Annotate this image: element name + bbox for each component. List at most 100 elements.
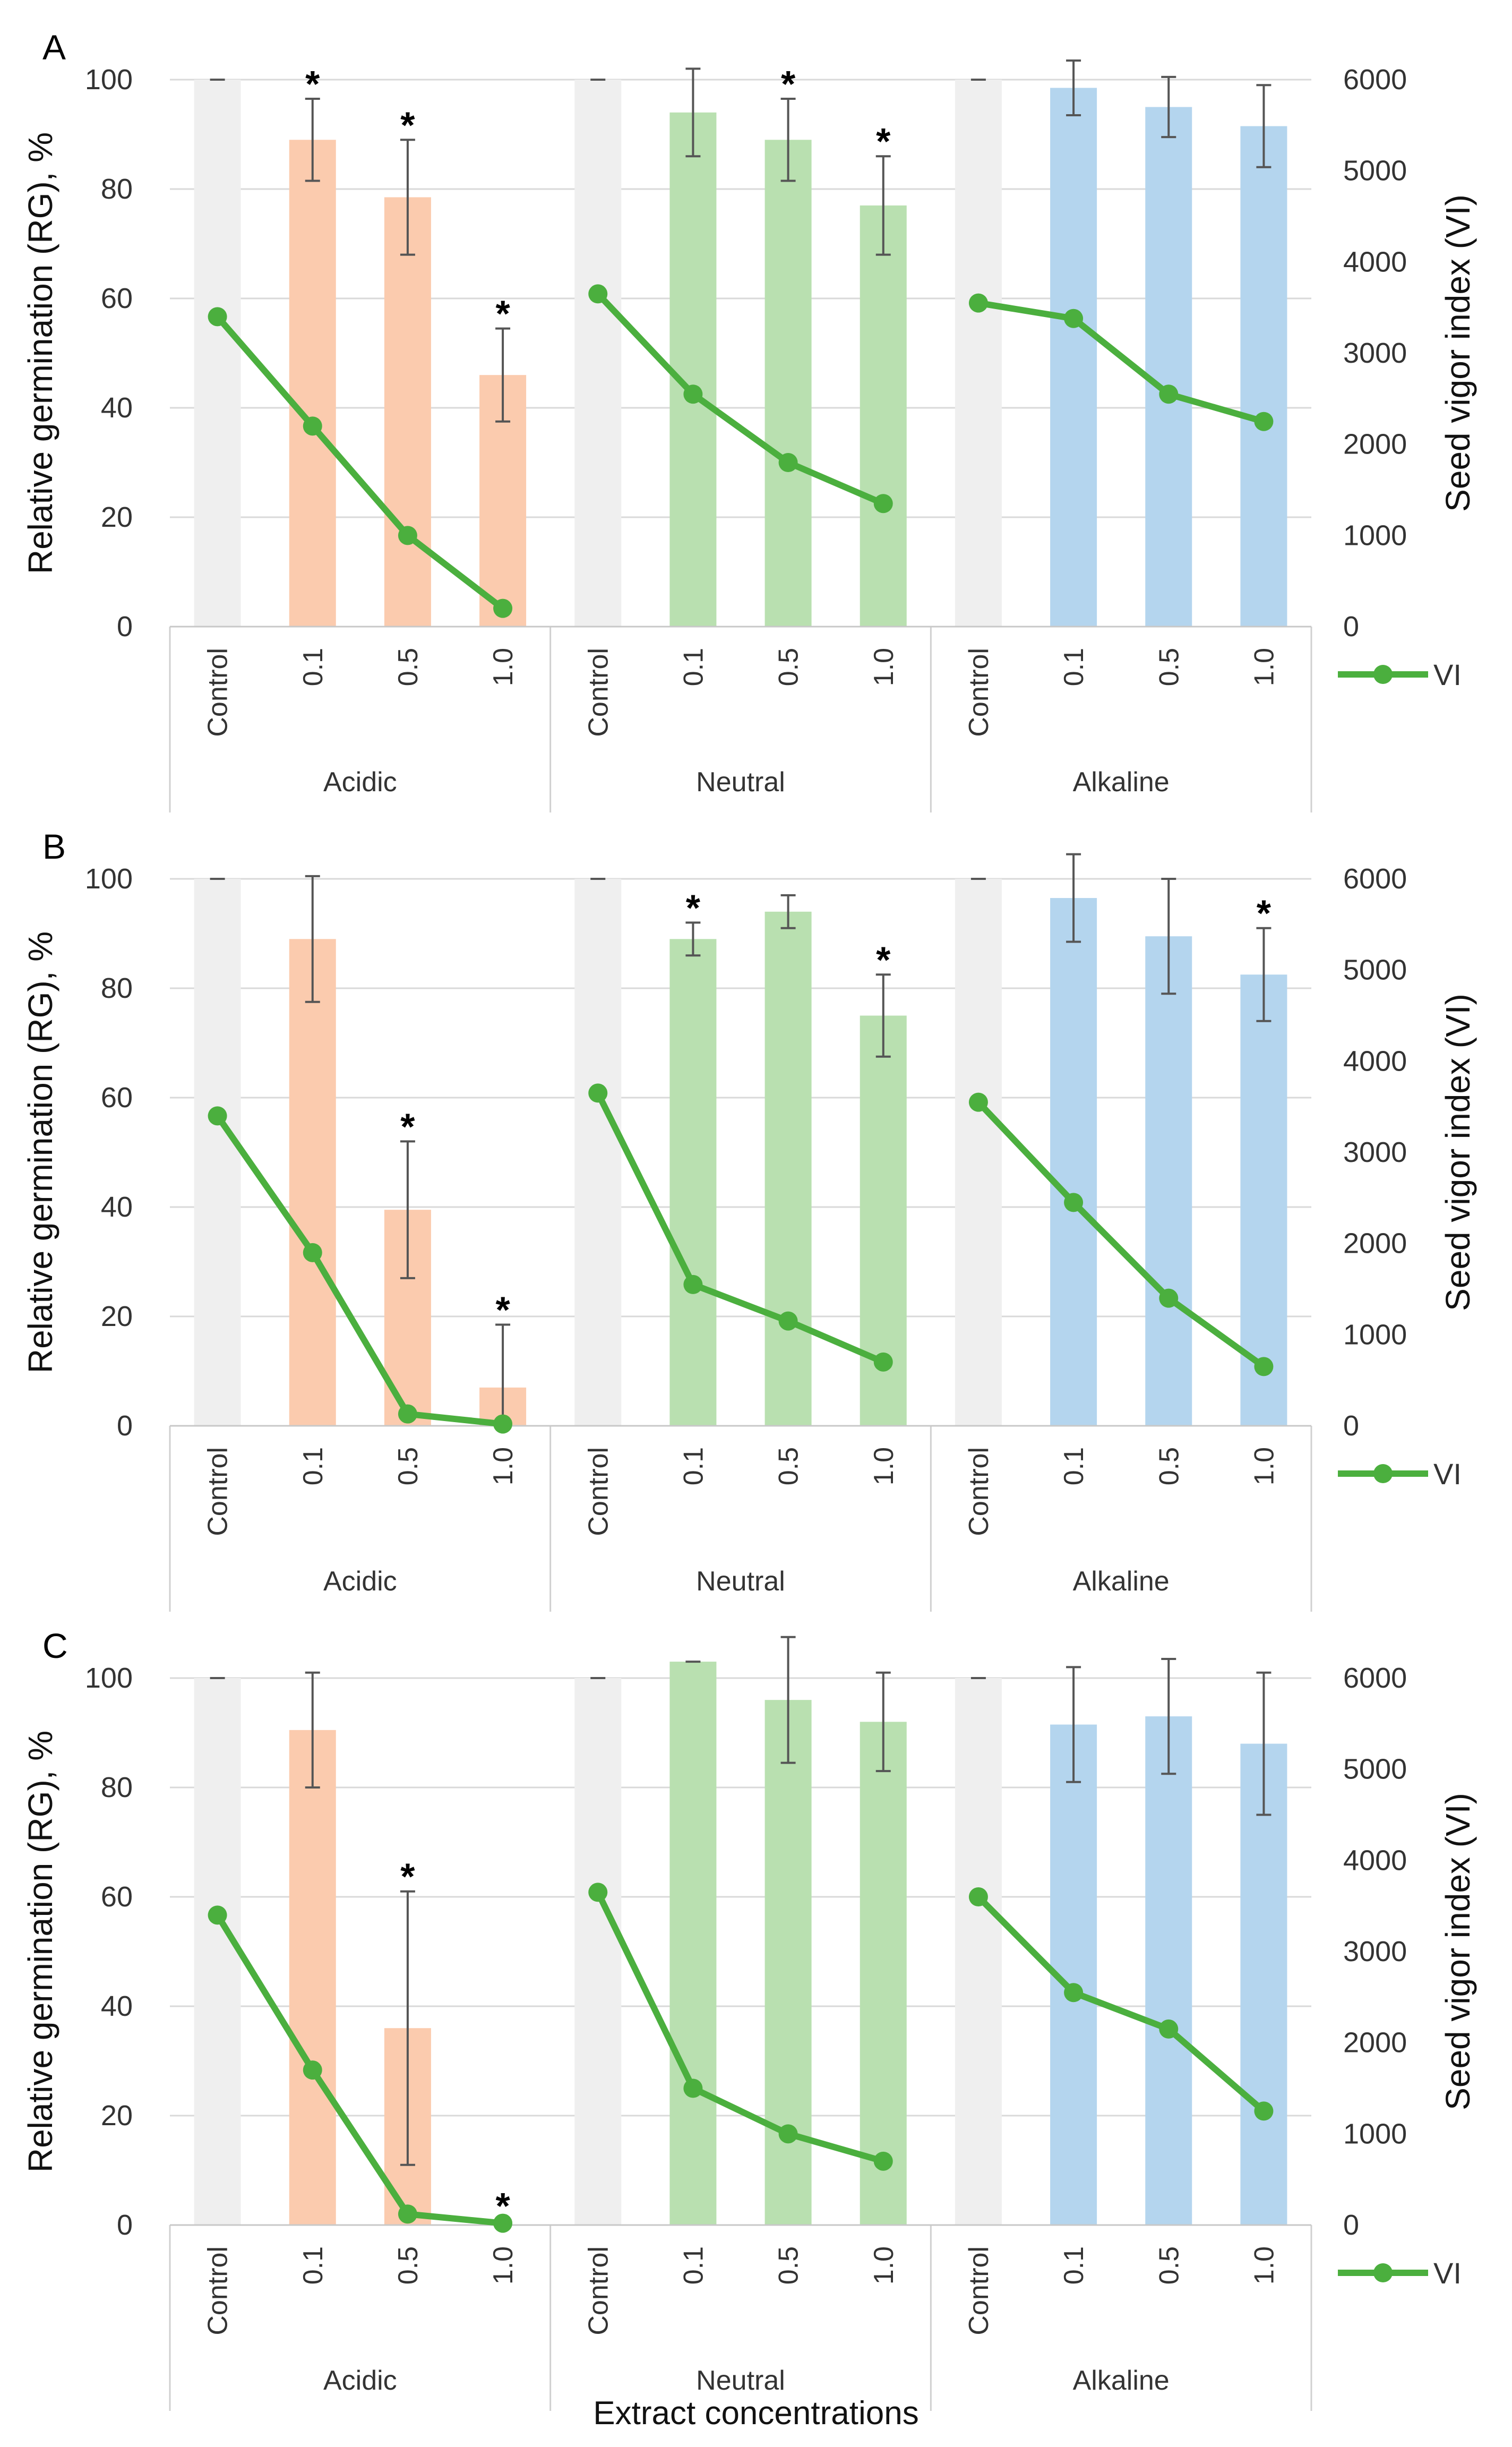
- vi-point: [398, 2204, 417, 2224]
- vi-point: [588, 284, 608, 304]
- vi-point: [873, 1352, 893, 1372]
- legend-label: VI: [1433, 2256, 1462, 2290]
- y-right-tick-label: 2000: [1343, 429, 1407, 460]
- legend-label: VI: [1433, 1457, 1462, 1491]
- category-tick-label: Control: [583, 2246, 614, 2335]
- error-bar: [1256, 927, 1272, 1022]
- y-left-tick-label: 100: [85, 64, 133, 96]
- category-tick-label: Control: [964, 2246, 994, 2335]
- bar-neutral-0-1: [669, 1662, 717, 2225]
- y-left-tick-label: 80: [101, 1772, 133, 1803]
- chart-panel-C: C0204060801000100020003000400050006000Re…: [21, 1626, 1477, 2411]
- y-right-tick-label: 5000: [1343, 155, 1407, 187]
- legend-marker: [1373, 2263, 1393, 2282]
- category-tick-label: Control: [583, 1447, 614, 1536]
- y-left-axis-title: Relative germination (RG), %: [21, 931, 59, 1373]
- error-bar: [400, 1140, 415, 1279]
- vi-point: [778, 1311, 798, 1331]
- y-right-tick-label: 1000: [1343, 519, 1407, 551]
- vi-point: [1064, 309, 1084, 328]
- vi-point: [1159, 1288, 1179, 1308]
- vi-point: [493, 598, 513, 618]
- vi-point: [968, 293, 988, 313]
- vi-point: [303, 416, 322, 436]
- y-right-axis-title: Seed vigor index (VI): [1439, 994, 1477, 1311]
- panel-label: B: [42, 827, 66, 866]
- bar-acidic-0-5: [384, 197, 431, 627]
- significance-marker: *: [400, 1856, 415, 1897]
- vi-point: [683, 2078, 703, 2098]
- category-tick-label: 0.1: [678, 648, 709, 686]
- category-tick-label: 0.5: [393, 648, 424, 686]
- vi-line-alkaline: [976, 1100, 1266, 1370]
- bar-neutral-0-5: [764, 1700, 812, 2225]
- y-right-tick-label: 0: [1343, 611, 1359, 643]
- panel-label: A: [42, 28, 66, 67]
- vi-point: [968, 1092, 988, 1112]
- significance-marker: *: [400, 1106, 415, 1147]
- group-label-neutral: Neutral: [696, 1566, 785, 1597]
- error-bar: [1161, 878, 1176, 995]
- y-left-tick-label: 60: [101, 1082, 133, 1114]
- y-right-tick-label: 0: [1343, 1410, 1359, 1442]
- error-bar: [685, 67, 701, 158]
- vi-point: [873, 494, 893, 514]
- error-bar: [1256, 1671, 1272, 1816]
- category-tick-label: 0.5: [1154, 648, 1184, 686]
- category-tick-label: 0.5: [393, 2246, 424, 2285]
- y-left-tick-label: 0: [117, 2209, 133, 2241]
- group-label-neutral: Neutral: [696, 767, 785, 798]
- error-bar: [1066, 1666, 1081, 1783]
- vi-point: [968, 1887, 988, 1906]
- significance-marker: *: [305, 63, 320, 105]
- y-left-tick-label: 100: [85, 863, 133, 895]
- y-left-tick-label: 20: [101, 501, 133, 533]
- category-tick-label: 1.0: [488, 1447, 519, 1485]
- y-left-tick-label: 60: [101, 283, 133, 314]
- category-tick-label: Control: [964, 648, 994, 737]
- vi-point: [208, 307, 227, 327]
- bar-alkaline-1-0: [1240, 126, 1287, 627]
- category-tick-label: Control: [203, 1447, 234, 1536]
- group-label-acidic: Acidic: [323, 2365, 397, 2396]
- legend-marker: [1373, 1464, 1393, 1483]
- error-bar: [1161, 75, 1176, 139]
- y-right-tick-label: 3000: [1343, 1136, 1407, 1168]
- bar-neutral-0-5: [764, 911, 812, 1426]
- significance-marker: *: [876, 121, 891, 162]
- y-right-tick-label: 6000: [1343, 1662, 1407, 1694]
- bar-acidic-control: [194, 1678, 241, 2225]
- category-tick-label: 1.0: [488, 2246, 519, 2285]
- vi-line-neutral: [595, 292, 885, 507]
- category-tick-label: 0.5: [774, 2246, 804, 2285]
- category-tick-label: 1.0: [1249, 2246, 1279, 2285]
- vi-point: [1254, 2101, 1274, 2121]
- vi-point: [1254, 1357, 1274, 1376]
- group-label-acidic: Acidic: [323, 767, 397, 798]
- category-tick-label: 0.1: [1059, 648, 1089, 686]
- error-bar: [305, 98, 320, 182]
- y-right-axis-title: Seed vigor index (VI): [1439, 1793, 1477, 2110]
- category-tick-label: 1.0: [869, 1447, 899, 1485]
- y-left-axis-title: Relative germination (RG), %: [21, 132, 59, 574]
- bar-acidic-control: [194, 80, 241, 627]
- error-bar: [875, 155, 891, 256]
- error-bar: [780, 1636, 796, 1764]
- y-left-tick-label: 20: [101, 1300, 133, 1332]
- category-tick-label: 0.1: [298, 648, 329, 686]
- significance-marker: *: [400, 104, 415, 146]
- vi-point: [683, 1274, 703, 1294]
- category-tick-label: 0.5: [393, 1447, 424, 1485]
- y-left-tick-label: 20: [101, 2100, 133, 2132]
- category-tick-label: 0.1: [678, 2246, 709, 2285]
- error-bar: [305, 875, 320, 1003]
- y-right-tick-label: 2000: [1343, 1228, 1407, 1260]
- bar-alkaline-1-0: [1240, 974, 1287, 1426]
- significance-marker: *: [1257, 893, 1272, 934]
- bar-alkaline-0-5: [1145, 107, 1192, 627]
- error-bar: [875, 973, 891, 1058]
- y-right-tick-label: 6000: [1343, 863, 1407, 895]
- vi-point: [1254, 412, 1274, 431]
- y-left-tick-label: 80: [101, 173, 133, 205]
